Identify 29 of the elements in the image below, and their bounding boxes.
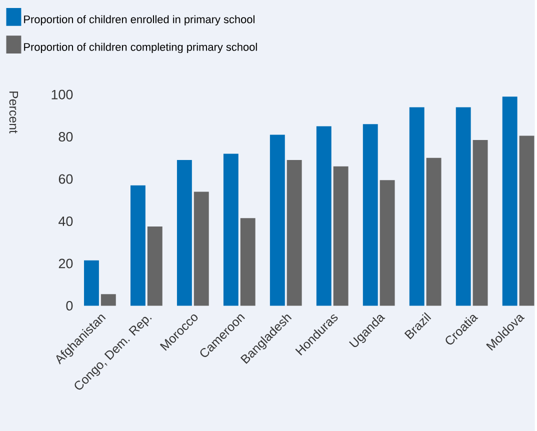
bar <box>333 166 348 306</box>
bar <box>286 160 302 306</box>
bar <box>409 107 424 306</box>
bar <box>472 140 488 306</box>
bar <box>380 180 395 306</box>
y-tick-label: 60 <box>58 174 73 184</box>
bar <box>519 136 534 306</box>
bar <box>502 96 518 306</box>
legend-label: Proportion of children enrolled in primary school <box>24 15 254 26</box>
bar <box>194 192 209 306</box>
y-tick-label: 0 <box>66 300 73 310</box>
bar <box>130 185 146 306</box>
bar <box>240 218 256 306</box>
bar <box>362 124 378 306</box>
y-tick-label: 40 <box>58 216 73 226</box>
y-tick-label: 100 <box>52 90 73 100</box>
y-tick-label: 80 <box>58 132 73 142</box>
bar <box>270 134 285 306</box>
bar <box>147 226 162 306</box>
bar <box>316 126 332 306</box>
bar <box>176 160 192 306</box>
bar <box>223 154 238 306</box>
bar <box>84 260 99 306</box>
bar <box>100 294 116 306</box>
bar <box>456 107 471 306</box>
y-tick-label: 20 <box>58 258 73 268</box>
y-axis-title: Percent <box>9 91 18 134</box>
bar <box>426 158 442 306</box>
legend-label: Proportion of children completing primary school <box>24 42 257 53</box>
